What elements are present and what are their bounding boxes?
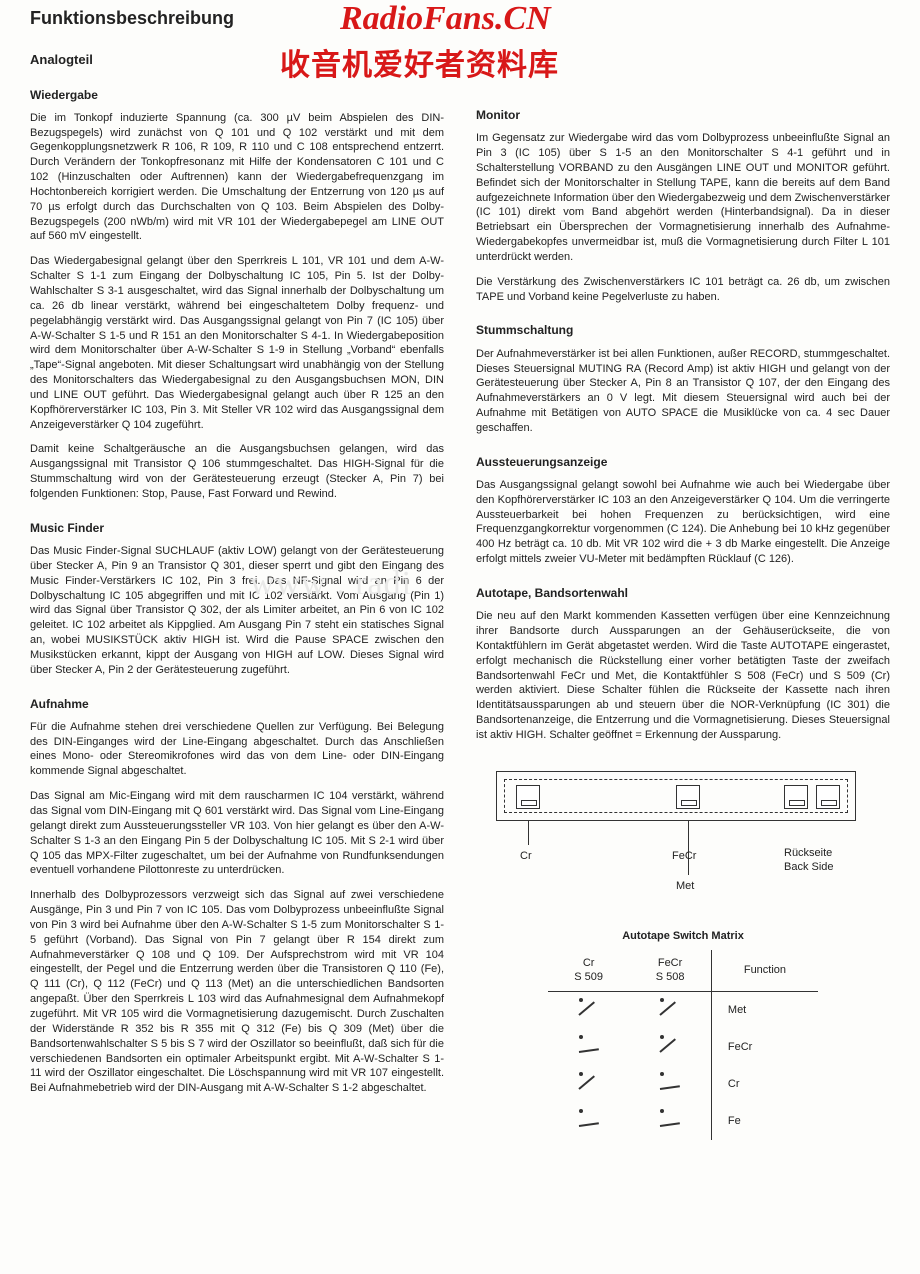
label-fecr: FeCr (672, 849, 696, 864)
page: Funktionsbeschreibung Analogteil Wiederg… (0, 0, 920, 1160)
switch-icon (575, 1109, 603, 1129)
cassette-diagram: Cr FeCr Rückseite Back Side Met (476, 771, 876, 911)
matrix-title: Autotape Switch Matrix (476, 929, 890, 944)
slot-right-2 (816, 785, 840, 809)
watermark-faint: www . radi (250, 565, 412, 603)
heading-stummschaltung: Stummschaltung (476, 322, 890, 338)
para: Die neu auf den Markt kommenden Kassette… (476, 609, 890, 743)
heading-wiedergabe: Wiedergabe (30, 87, 444, 103)
column-right: Monitor Im Gegensatz zur Wiedergabe wird… (476, 51, 890, 1140)
para: Der Aufnahmeverstärker ist bei allen Fun… (476, 347, 890, 436)
heading-autotape: Autotape, Bandsortenwahl (476, 585, 890, 601)
para: Das Wiedergabesignal gelangt über den Sp… (30, 254, 444, 432)
para: Im Gegensatz zur Wiedergabe wird das vom… (476, 131, 890, 265)
label-back-side: Rückseite Back Side (784, 847, 834, 875)
heading-monitor: Monitor (476, 107, 890, 123)
matrix-cell (548, 1066, 629, 1103)
matrix-cell (629, 1029, 711, 1066)
matrix-cell-fn: Fe (711, 1103, 818, 1140)
slot-cr (516, 785, 540, 809)
switch-icon (575, 1035, 603, 1055)
switch-icon (656, 998, 684, 1018)
switch-icon (656, 1035, 684, 1055)
slot-fecr (676, 785, 700, 809)
matrix-row: Cr (548, 1066, 818, 1103)
heading-music-finder: Music Finder (30, 520, 444, 536)
matrix-cell (629, 1066, 711, 1103)
slot-right-1 (784, 785, 808, 809)
columns: Analogteil Wiedergabe Die im Tonkopf ind… (30, 51, 890, 1140)
watermark-chinese: 收音机爱好者资料库 (280, 40, 559, 84)
heading-aufnahme: Aufnahme (30, 696, 444, 712)
switch-icon (575, 1072, 603, 1092)
switch-icon (656, 1109, 684, 1129)
matrix-cell (548, 992, 629, 1029)
matrix-head-cr: Cr S 509 (548, 950, 629, 992)
heading-aussteuerung: Aussteuerungsanzeige (476, 454, 890, 470)
matrix-cell (548, 1029, 629, 1066)
label-cr: Cr (520, 849, 532, 864)
matrix-row: FeCr (548, 1029, 818, 1066)
para: Innerhalb des Dolbyprozessors verzweigt … (30, 888, 444, 1096)
autotape-switch-matrix: Cr S 509 FeCr S 508 Function MetFeCrCrFe (548, 950, 818, 1140)
matrix-row: Fe (548, 1103, 818, 1140)
para: Für die Aufnahme stehen drei verschieden… (30, 720, 444, 779)
matrix-cell (629, 992, 711, 1029)
label-met: Met (676, 879, 694, 894)
para: Das Ausgangssignal gelangt sowohl bei Au… (476, 478, 890, 567)
matrix-cell-fn: Met (711, 992, 818, 1029)
para: Das Signal am Mic-Eingang wird mit dem r… (30, 789, 444, 878)
matrix-head-fn: Function (711, 950, 818, 992)
matrix-head-fecr: FeCr S 508 (629, 950, 711, 992)
matrix-row: Met (548, 992, 818, 1029)
matrix-body: MetFeCrCrFe (548, 992, 818, 1140)
para: Die im Tonkopf induzierte Spannung (ca. … (30, 111, 444, 245)
matrix-cell-fn: Cr (711, 1066, 818, 1103)
matrix-cell (548, 1103, 629, 1140)
matrix-cell-fn: FeCr (711, 1029, 818, 1066)
matrix-cell (629, 1103, 711, 1140)
para: Damit keine Schaltgeräusche an die Ausga… (30, 442, 444, 501)
lead-line (688, 821, 689, 845)
lead-line (528, 821, 529, 845)
switch-icon (656, 1072, 684, 1092)
switch-icon (575, 998, 603, 1018)
para: Die Verstärkung des Zwischenverstärkers … (476, 275, 890, 305)
watermark-site: RadioFans.CN (340, 0, 551, 38)
